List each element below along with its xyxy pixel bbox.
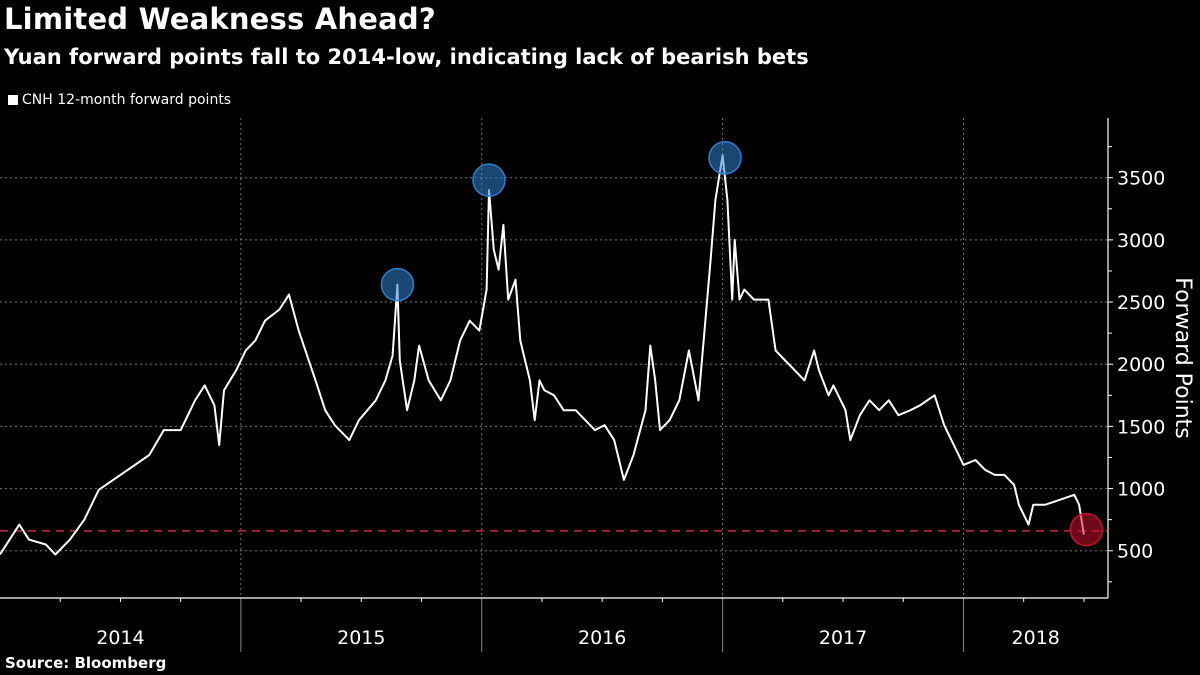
axes: 500 1000 1500 2000 2500 3000 3500 2014 2015 2016 2… — [0, 118, 1165, 652]
highlight-circle — [708, 141, 742, 175]
y-tick-label: 2000 — [1117, 354, 1165, 376]
legend-swatch — [8, 95, 18, 105]
marks — [0, 141, 1108, 556]
highlight-circle — [380, 267, 415, 302]
highlight-circle — [472, 163, 506, 197]
source-note: Source: Bloomberg — [5, 654, 167, 672]
x-tick-label: 2017 — [819, 627, 867, 649]
x-tick-label: 2015 — [337, 627, 385, 649]
y-tick-label: 2500 — [1117, 292, 1165, 314]
series-line-cnh-forward-points — [0, 154, 1085, 556]
y-tick-label: 1500 — [1117, 416, 1165, 438]
legend-label: CNH 12-month forward points — [22, 92, 232, 108]
highlight-circle — [1069, 512, 1104, 547]
x-tick-label: 2018 — [1012, 627, 1060, 649]
x-tick-label: 2014 — [96, 627, 144, 649]
chart-subtitle: Yuan forward points fall to 2014-low, in… — [4, 45, 809, 69]
y-tick-label: 3500 — [1117, 168, 1165, 190]
x-tick-label: 2016 — [578, 627, 626, 649]
chart-title: Limited Weakness Ahead? — [4, 2, 436, 36]
y-tick-label: 3000 — [1117, 230, 1165, 252]
y-tick-label: 500 — [1117, 541, 1153, 563]
grid — [0, 118, 1108, 598]
legend: CNH 12-month forward points — [8, 92, 231, 108]
y-axis-label: Forward Points — [1170, 277, 1195, 439]
y-tick-label: 1000 — [1117, 479, 1165, 501]
